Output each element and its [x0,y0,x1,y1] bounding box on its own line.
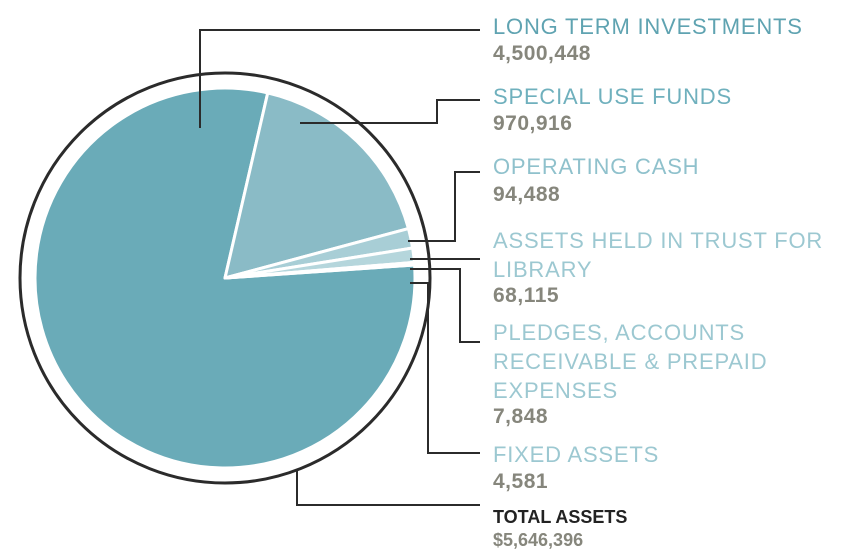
category-label: SPECIAL USE FUNDS [493,84,732,109]
value-label: 68,115 [493,284,560,307]
pie-slice [223,262,417,280]
leader-line [410,282,480,454]
leader-line [199,29,480,128]
value-label: 970,916 [493,112,573,135]
leaders [199,29,480,506]
total-value: $5,646,396 [493,530,584,550]
slices [33,86,417,470]
category-label: LONG TERM INVESTMENTS [493,14,803,39]
value-label: 4,581 [493,470,549,493]
leader-line [410,268,480,343]
value-label: 4,500,448 [493,42,591,65]
value-label: 94,488 [493,183,561,206]
pie-ring [18,71,432,485]
value-label: 7,848 [493,405,549,428]
category-label: FIXED ASSETS [493,442,660,467]
leader-line [300,99,480,124]
leader-line [296,470,480,506]
category-label: ASSETS HELD IN TRUST FOR LIBRARY [493,228,824,282]
total-label: TOTAL ASSETS [493,507,628,527]
pie-slice [223,91,410,280]
category-label: PLEDGES, ACCOUNTS RECEIVABLE & PREPAID E… [493,320,768,403]
leader-line [408,171,480,242]
category-label: OPERATING CASH [493,154,700,179]
